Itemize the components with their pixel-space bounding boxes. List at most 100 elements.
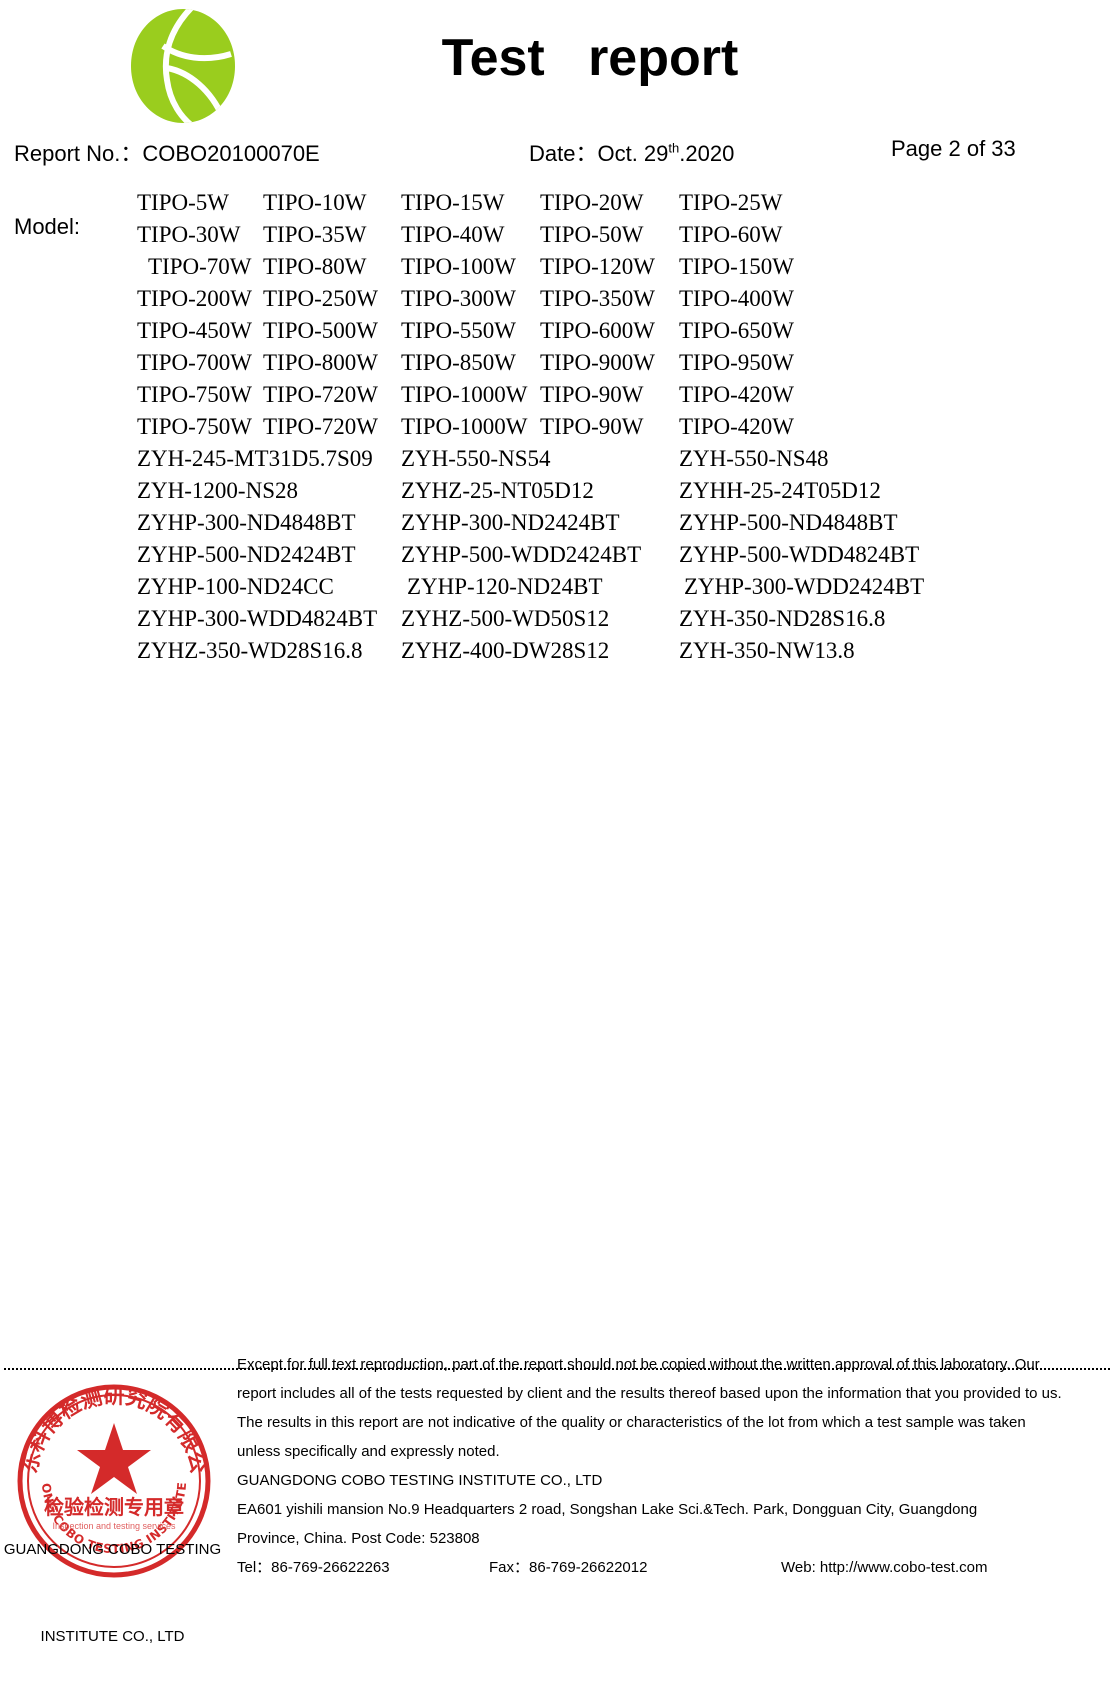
document-header: Test report [0, 0, 1116, 132]
model-list-block: TIPO-5W TIPO-10W TIPO-15W TIPO-20W TIPO-25W T… [0, 190, 1116, 670]
model-name: TIPO-200W [137, 286, 252, 311]
model-name: TIPO-600W [540, 318, 655, 343]
seal-overlay-line-1: GUANGDONG COBO TESTING [3, 1541, 222, 1558]
model-name: TIPO-35W [263, 222, 367, 247]
model-name: TIPO-720W [263, 414, 378, 439]
model-name: TIPO-40W [401, 222, 505, 247]
model-name: TIPO-700W [137, 350, 252, 375]
report-date: Date：Oct. 29th.2020 [529, 136, 734, 168]
footer-text-block: Except for full text reproduction, part … [237, 1350, 1097, 1582]
page-indicator: Page 2 of 33 [891, 136, 1016, 161]
model-name: ZYHZ-400-DW28S12 [401, 638, 610, 663]
page-title: Test report [441, 29, 739, 87]
company-address-line-2: Province, China. Post Code: 523808 [237, 1530, 480, 1547]
model-name: TIPO-950W [679, 350, 794, 375]
model-name: ZYHP-300-ND4848BT [137, 510, 356, 535]
model-name: TIPO-20W [540, 190, 644, 215]
model-name: TIPO-900W [540, 350, 655, 375]
model-row: TIPO-450W TIPO-500W TIPO-550W TIPO-600W TIPO… [0, 318, 1116, 350]
model-row: TIPO-30W TIPO-35W TIPO-40W TIPO-50W TIPO-60W [0, 222, 1116, 254]
model-row: ZYH-245-MT31D5.7S09 ZYH-550-NS54 ZYH-550-N… [0, 446, 1116, 478]
cobo-leaf-logo [123, 6, 243, 126]
model-row: TIPO-5W TIPO-10W TIPO-15W TIPO-20W TIPO-25W [0, 190, 1116, 222]
model-row: TIPO-70W TIPO-80W TIPO-100W TIPO-120W TIPO-1… [0, 254, 1116, 286]
model-name: TIPO-90W [540, 382, 644, 407]
model-name: ZYHP-500-WDD2424BT [401, 542, 642, 567]
model-name: TIPO-50W [540, 222, 644, 247]
contact-website[interactable]: Web: http://www.cobo-test.com [781, 1559, 988, 1576]
model-name: ZYHP-120-ND24BT [407, 574, 603, 599]
model-name: TIPO-60W [679, 222, 783, 247]
company-name: GUANGDONG COBO TESTING INSTITUTE CO., LT… [237, 1472, 603, 1489]
seal-overlay-line-2: INSTITUTE CO., LTD [40, 1628, 185, 1645]
disclaimer-line: report includes all of the tests request… [237, 1385, 1062, 1402]
model-name: ZYH-350-ND28S16.8 [679, 606, 886, 631]
model-name: TIPO-120W [540, 254, 655, 279]
model-row: ZYHP-500-ND2424BT ZYHP-500-WDD2424BT ZYHP-… [0, 542, 1116, 574]
model-name: TIPO-350W [540, 286, 655, 311]
model-name: TIPO-80W [263, 254, 367, 279]
model-name: TIPO-70W [148, 254, 252, 279]
model-row: TIPO-700W TIPO-800W TIPO-850W TIPO-900W TIPO… [0, 350, 1116, 382]
model-name: TIPO-15W [401, 190, 505, 215]
footer-divider [4, 1368, 1110, 1370]
model-name: ZYHP-300-ND2424BT [401, 510, 620, 535]
model-row: TIPO-750W TIPO-720W TIPO-1000W TIPO-90W TIPO… [0, 414, 1116, 446]
disclaimer-line: The results in this report are not indic… [237, 1414, 1026, 1431]
model-name: ZYH-550-NS54 [401, 446, 551, 471]
report-date-year: .2020 [679, 141, 735, 166]
model-name: TIPO-850W [401, 350, 516, 375]
svg-text:检验检测专用章: 检验检测专用章 [44, 1495, 184, 1519]
model-name: TIPO-10W [263, 190, 367, 215]
model-label: Model: [14, 214, 81, 239]
model-name: TIPO-100W [401, 254, 516, 279]
model-name: ZYHH-25-24T05D12 [679, 478, 881, 503]
model-name: ZYH-350-NW13.8 [679, 638, 855, 663]
model-name: ZYHP-500-ND4848BT [679, 510, 898, 535]
model-name: TIPO-720W [263, 382, 378, 407]
contact-row: Tel：86-769-26622263 Fax：86-769-26622012 … [237, 1553, 1097, 1582]
contact-telephone: Tel：86-769-26622263 [237, 1559, 390, 1576]
model-name: TIPO-300W [401, 286, 516, 311]
model-name: TIPO-90W [540, 414, 644, 439]
model-name: TIPO-650W [679, 318, 794, 343]
contact-fax: Fax：86-769-26622012 [489, 1559, 648, 1576]
model-name: ZYHP-100-ND24CC [137, 574, 334, 599]
model-row: ZYHP-300-WDD4824BT ZYHZ-500-WD50S12 ZYH-35… [0, 606, 1116, 638]
model-row: ZYHP-100-ND24CC ZYHP-120-ND24BT ZYHP-300-W… [0, 574, 1116, 606]
model-name: TIPO-1000W [401, 382, 528, 407]
model-name: ZYHP-500-ND2424BT [137, 542, 356, 567]
model-name: TIPO-150W [679, 254, 794, 279]
company-address-line-1: EA601 yishili mansion No.9 Headquarters … [237, 1501, 978, 1518]
model-row: ZYH-1200-NS28 ZYHZ-25-NT05D12 ZYHH-25-24T0… [0, 478, 1116, 510]
zyh-model-grid: ZYH-245-MT31D5.7S09 ZYH-550-NS54 ZYH-550-N… [0, 446, 1116, 670]
tipo-model-grid: TIPO-5W TIPO-10W TIPO-15W TIPO-20W TIPO-25W T… [0, 190, 1116, 446]
model-name: TIPO-1000W [401, 414, 528, 439]
svg-text:Inspection and testing service: Inspection and testing services [52, 1521, 176, 1531]
seal-company-overlay: GUANGDONG COBO TESTING INSTITUTE CO., LT… [0, 1477, 225, 1680]
disclaimer-line: Except for full text reproduction, part … [237, 1356, 1040, 1373]
model-name: ZYHP-300-WDD2424BT [684, 574, 925, 599]
model-name: ZYH-1200-NS28 [137, 478, 298, 503]
report-date-prefix: Date：Oct. 29 [529, 141, 669, 166]
model-name: ZYHZ-350-WD28S16.8 [137, 638, 363, 663]
company-seal-stamp: 广东科博检测研究院有限公司 GUANGDONG COBO TESTING INS… [14, 1381, 214, 1581]
model-name: ZYH-550-NS48 [679, 446, 829, 471]
disclaimer-line: unless specifically and expressly noted. [237, 1443, 500, 1460]
model-name: TIPO-550W [401, 318, 516, 343]
report-meta-row: Report No.：COBO20100070E Date：Oct. 29th.… [0, 136, 1116, 170]
model-name: TIPO-450W [137, 318, 252, 343]
model-name: ZYHP-300-WDD4824BT [137, 606, 378, 631]
model-name: TIPO-750W [137, 382, 252, 407]
report-number: Report No.：COBO20100070E [14, 141, 320, 166]
model-name: TIPO-750W [137, 414, 252, 439]
model-row: TIPO-200W TIPO-250W TIPO-300W TIPO-350W TIPO… [0, 286, 1116, 318]
model-name: TIPO-5W [137, 190, 229, 215]
report-date-ordinal: th [668, 140, 680, 156]
model-name: TIPO-30W [137, 222, 241, 247]
model-name: TIPO-420W [679, 414, 794, 439]
model-name: TIPO-500W [263, 318, 378, 343]
model-row: ZYHZ-350-WD28S16.8 ZYHZ-400-DW28S12 ZYH-35… [0, 638, 1116, 670]
model-name: ZYH-245-MT31D5.7S09 [137, 446, 373, 471]
model-row: ZYHP-300-ND4848BT ZYHP-300-ND2424BT ZYHP-5… [0, 510, 1116, 542]
